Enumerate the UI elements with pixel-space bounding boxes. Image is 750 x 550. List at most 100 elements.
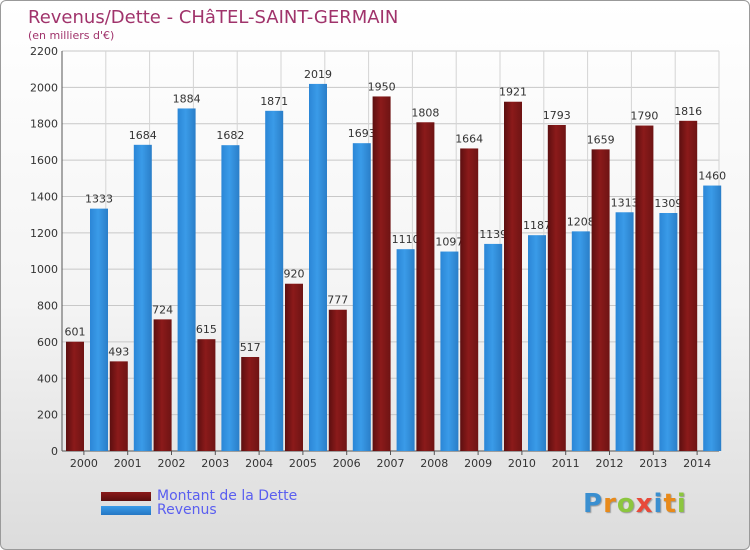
data-label-debt: 1659: [587, 133, 615, 146]
x-tick-label: 2003: [201, 457, 229, 470]
y-tick-label: 1000: [30, 263, 58, 276]
y-tick-label: 2000: [30, 81, 58, 94]
x-tick-label: 2012: [596, 457, 624, 470]
bar-revenue: [703, 185, 722, 451]
data-label-debt: 724: [152, 303, 173, 316]
legend-label-revenue: Revenus: [157, 502, 217, 518]
data-label-revenue: 1693: [348, 127, 376, 140]
y-tick-label: 0: [51, 445, 58, 458]
data-label-revenue: 1884: [173, 92, 201, 105]
bar-revenue: [528, 235, 546, 451]
x-tick-label: 2007: [377, 457, 405, 470]
logo-letter: i: [676, 489, 687, 519]
bar-debt: [504, 101, 522, 452]
x-tick-label: 2000: [70, 457, 98, 470]
y-tick-label: 600: [37, 336, 58, 349]
data-label-revenue: 1139: [479, 228, 507, 241]
bar-revenue: [440, 251, 459, 451]
data-label-debt: 1950: [368, 80, 396, 93]
proxiti-logo: Proxiti: [583, 489, 687, 519]
data-label-revenue: 1208: [567, 215, 595, 228]
legend-swatch-revenue: [101, 505, 151, 515]
bar-debt: [109, 361, 128, 451]
bar-debt: [591, 149, 610, 451]
y-tick-label: 1600: [30, 154, 58, 167]
data-label-debt: 1921: [499, 86, 527, 99]
data-label-debt: 1664: [455, 132, 483, 145]
data-label-debt: 615: [196, 323, 217, 336]
bar-revenue: [352, 143, 371, 451]
bar-revenue: [90, 208, 108, 451]
logo-letter: P: [583, 489, 604, 519]
chart-subtitle: (en milliers d'€): [28, 29, 115, 42]
data-label-debt: 1808: [411, 106, 439, 119]
x-tick-label: 2008: [420, 457, 448, 470]
data-label-revenue: 1460: [698, 170, 726, 183]
bar-revenue: [309, 83, 327, 451]
x-tick-label: 2004: [245, 457, 273, 470]
bar-revenue: [133, 144, 152, 451]
data-label-debt: 1790: [630, 110, 658, 123]
data-label-revenue: 2019: [304, 68, 332, 81]
bar-revenue: [484, 243, 503, 451]
data-label-debt: 601: [65, 326, 86, 339]
logo-letter: o: [616, 489, 636, 519]
bar-revenue: [615, 212, 634, 451]
bar-revenue: [265, 110, 284, 452]
x-tick-label: 2011: [552, 457, 580, 470]
bar-debt: [153, 319, 172, 451]
y-tick-label: 1200: [30, 227, 58, 240]
x-tick-label: 2001: [114, 457, 142, 470]
bar-revenue: [571, 231, 590, 451]
bar-debt: [241, 357, 260, 451]
data-label-revenue: 1097: [435, 236, 463, 249]
logo-letter: r: [603, 489, 617, 519]
data-label-revenue: 1871: [260, 95, 288, 108]
data-label-revenue: 1333: [85, 193, 113, 206]
logo-letter: i: [653, 489, 664, 519]
x-tick-label: 2013: [639, 457, 667, 470]
x-tick-label: 2002: [158, 457, 186, 470]
data-label-debt: 1793: [543, 109, 571, 122]
data-label-revenue: 1313: [611, 196, 639, 209]
y-tick-label: 800: [37, 300, 58, 313]
x-tick-label: 2006: [333, 457, 361, 470]
bar-debt: [66, 341, 84, 451]
bar-revenue: [177, 108, 196, 452]
bar-debt: [679, 120, 698, 452]
legend-item-debt: Montant de la Dette: [101, 488, 297, 504]
data-label-revenue: 1309: [654, 197, 682, 210]
data-label-revenue: 1110: [392, 233, 420, 246]
y-tick-label: 1800: [30, 118, 58, 131]
x-tick-label: 2014: [683, 457, 711, 470]
bar-debt: [285, 283, 303, 451]
legend-item-revenue: Revenus: [101, 502, 217, 518]
y-tick-label: 400: [37, 372, 58, 385]
x-tick-label: 2005: [289, 457, 317, 470]
bar-debt: [460, 148, 479, 452]
logo-letter: t: [663, 489, 677, 519]
data-label-debt: 920: [284, 268, 305, 281]
data-label-revenue: 1682: [216, 129, 244, 142]
y-tick-label: 2200: [30, 45, 58, 58]
chart-title: Revenus/Dette - CHâTEL-SAINT-GERMAIN: [28, 7, 399, 28]
bar-revenue: [659, 213, 678, 451]
data-label-debt: 493: [108, 345, 129, 358]
bar-debt: [635, 125, 654, 451]
bar-debt: [328, 309, 347, 451]
y-tick-label: 1400: [30, 190, 58, 203]
legend-swatch-debt: [101, 491, 151, 501]
bar-revenue: [221, 145, 240, 451]
data-label-debt: 1816: [674, 105, 702, 118]
x-tick-label: 2010: [508, 457, 536, 470]
legend-label-debt: Montant de la Dette: [157, 488, 298, 504]
bar-debt: [416, 122, 435, 451]
bar-debt: [547, 125, 566, 451]
data-label-debt: 517: [240, 341, 261, 354]
bar-revenue: [396, 249, 415, 451]
x-tick-label: 2009: [464, 457, 492, 470]
data-label-revenue: 1187: [523, 219, 551, 232]
data-label-debt: 777: [327, 294, 348, 307]
